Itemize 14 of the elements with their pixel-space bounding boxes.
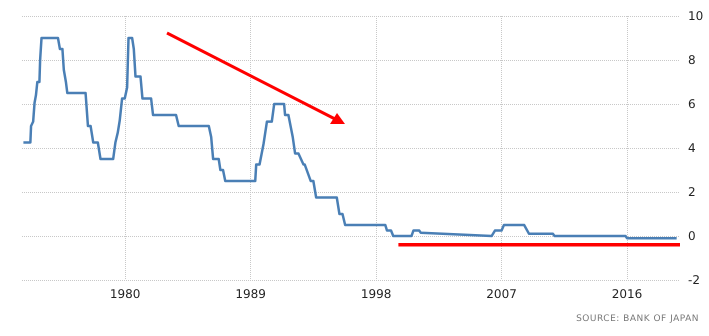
x-tick-label: 2016 [612,287,642,301]
source-note: SOURCE: BANK OF JAPAN [576,314,699,324]
y-tick-label: -2 [688,273,700,287]
y-tick-label: 2 [688,185,696,199]
x-tick-label: 2007 [486,287,517,301]
x-tick-label: 1980 [110,287,140,301]
y-tick-label: 6 [688,97,696,111]
x-tick-label: 1989 [235,287,266,301]
y-tick-label: 4 [688,141,696,155]
line-series [22,36,678,240]
y-tick-label: 8 [688,53,696,67]
y-tick-label: 0 [688,229,696,243]
x-tick-label: 1998 [360,287,392,301]
y-tick-label: 10 [688,9,704,23]
